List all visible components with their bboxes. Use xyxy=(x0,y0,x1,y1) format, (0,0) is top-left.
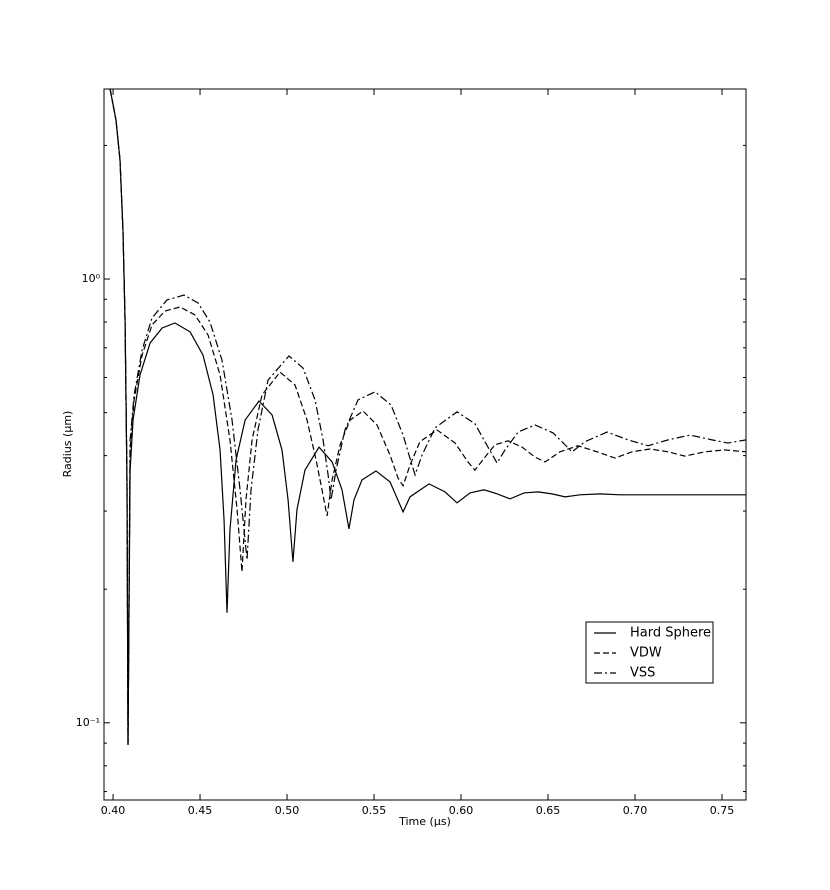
x-tick-label: 0.60 xyxy=(449,804,474,817)
x-tick-label: 0.45 xyxy=(188,804,213,817)
series-line xyxy=(109,89,746,745)
series-line xyxy=(109,89,746,745)
plot-lines xyxy=(109,89,746,745)
plot-frame xyxy=(103,88,747,801)
x-tick-label: 0.55 xyxy=(362,804,387,817)
x-tick-label: 0.65 xyxy=(536,804,561,817)
legend-label: Hard Sphere xyxy=(630,626,711,641)
x-tick-label: 0.40 xyxy=(101,804,126,817)
x-tick-label: 0.75 xyxy=(710,804,735,817)
y-tick-label: 10⁻¹ xyxy=(76,716,100,729)
x-tick-label: 0.50 xyxy=(275,804,300,817)
x-tick-label: 0.70 xyxy=(623,804,648,817)
series-line xyxy=(109,89,746,745)
legend-label: VSS xyxy=(630,666,655,681)
y-axis-label: Radius (µm) xyxy=(61,411,74,478)
legend-label: VDW xyxy=(630,646,662,661)
y-tick-label: 10⁰ xyxy=(82,272,101,285)
x-axis-label: Time (µs) xyxy=(398,815,451,828)
